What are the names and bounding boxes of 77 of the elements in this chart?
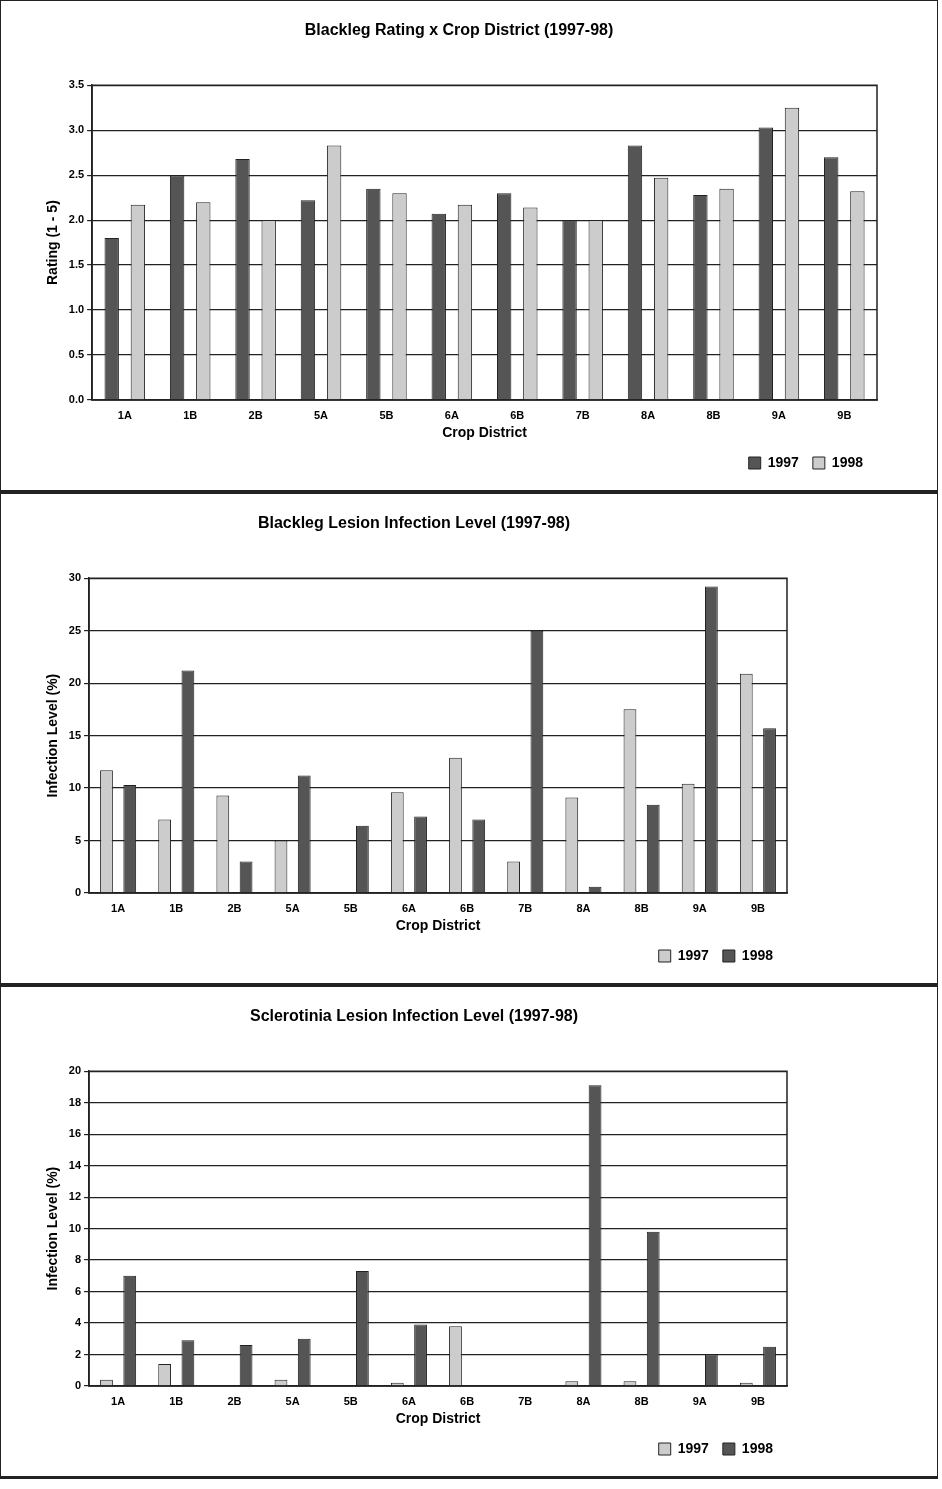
y-tick-label: 3.0 [68,123,85,136]
x-axis-title: Crop District [395,917,481,934]
y-tick-label: 15 [68,728,82,741]
y-tick-label: 1.5 [68,258,85,271]
x-tick-label: 1B [169,1394,184,1407]
legend-label: 1997 [767,453,800,470]
x-tick-label: 1A [111,901,126,914]
y-tick-label: 2.5 [68,168,85,181]
y-tick-label: 20 [68,676,82,689]
y-tick-label: 0.0 [68,393,85,406]
y-tick-label: 0 [74,886,82,899]
x-tick-label: 9A [692,1394,707,1407]
x-tick-label: 5A [285,901,300,914]
x-tick-label: 2B [227,901,242,914]
x-tick-label: 9B [750,1394,765,1407]
x-tick-label: 6B [460,901,475,914]
x-tick-label: 6B [460,1394,475,1407]
x-tick-label: 2B [248,408,263,421]
x-tick-label: 8A [576,1394,591,1407]
x-axis-title: Crop District [442,424,528,441]
x-tick-label: 9B [837,408,852,421]
y-tick-label: 14 [68,1158,82,1171]
x-tick-label: 2B [227,1394,242,1407]
y-tick-label: 0 [74,1379,82,1392]
y-tick-label: 4 [74,1316,82,1329]
y-tick-label: 3.5 [68,78,85,91]
x-tick-label: 8B [706,408,721,421]
y-axis-title: Rating (1 - 5) [44,200,61,285]
x-tick-label: 8A [576,901,591,914]
x-tick-label: 7B [518,1394,533,1407]
legend-label: 1998 [831,453,864,470]
y-tick-label: 8 [74,1253,82,1266]
x-tick-label: 9B [750,901,765,914]
x-tick-label: 5A [285,1394,300,1407]
x-tick-label: 5B [343,901,358,914]
x-tick-label: 8A [641,408,656,421]
x-tick-label: 7B [575,408,590,421]
x-tick-label: 5B [343,1394,358,1407]
x-tick-label: 1A [111,1394,126,1407]
legend-label: 1998 [741,946,774,963]
y-tick-label: 1.0 [68,303,85,316]
y-tick-label: 18 [68,1095,82,1108]
x-tick-label: 5B [379,408,394,421]
y-tick-label: 2.0 [68,213,85,226]
legend-label: 1997 [677,946,710,963]
x-tick-label: 1B [169,901,184,914]
x-tick-label: 8B [634,1394,649,1407]
y-tick-label: 2 [74,1347,82,1360]
x-tick-label: 9A [692,901,707,914]
y-tick-label: 16 [68,1127,82,1140]
chart-title: Sclerotinia Lesion Infection Level (1997-98) [249,1007,579,1025]
y-tick-label: 20 [68,1064,82,1077]
y-tick-label: 30 [68,571,82,584]
x-tick-label: 9A [771,408,786,421]
y-tick-label: 10 [68,781,82,794]
legend-label: 1998 [741,1439,774,1456]
x-tick-label: 1A [117,408,132,421]
y-tick-label: 10 [68,1221,82,1234]
x-tick-label: 8B [634,901,649,914]
x-tick-label: 6B [510,408,525,421]
x-tick-label: 6A [401,901,417,914]
x-tick-label: 1B [183,408,198,421]
x-tick-label: 6A [444,408,459,421]
y-tick-label: 6 [74,1284,82,1297]
chart-title: Blackleg Rating x Crop District (1997-98) [304,21,614,39]
legend-label: 1997 [677,1439,710,1456]
x-axis-title: Crop District [395,1410,481,1427]
y-tick-label: 25 [68,623,82,636]
x-tick-label: 6A [401,1394,417,1407]
y-axis-title: Infection Level (%) [44,1166,61,1291]
x-tick-label: 5A [313,408,329,421]
y-tick-label: 0.5 [68,348,85,361]
x-tick-label: 7B [518,901,533,914]
y-axis-title: Infection Level (%) [44,673,61,798]
chart-title: Blackleg Lesion Infection Level (1997-98) [257,514,571,532]
y-tick-label: 5 [74,833,82,846]
y-tick-label: 12 [68,1190,82,1203]
